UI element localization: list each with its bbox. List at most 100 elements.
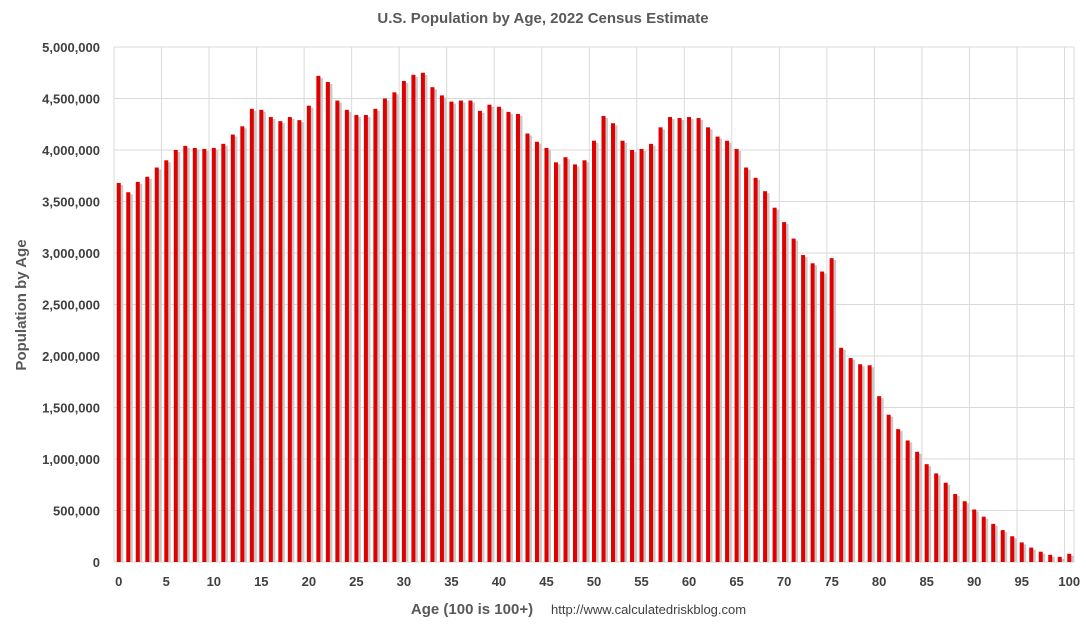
bar-shadow — [128, 194, 133, 563]
bar-age-92 — [991, 523, 996, 562]
bar-shadow — [252, 110, 257, 563]
bar-shadow — [737, 150, 742, 562]
bar-shadow — [499, 108, 504, 563]
bar-age-70 — [782, 222, 787, 562]
x-tick-label: 70 — [777, 574, 791, 589]
x-tick-label: 90 — [967, 574, 981, 589]
y-tick-label: 4,000,000 — [42, 143, 100, 158]
bar-age-51 — [601, 116, 606, 562]
bar-shadow — [993, 525, 998, 562]
bar-shadow — [784, 224, 789, 562]
bar-shadow — [1069, 555, 1074, 562]
bar-shadow — [651, 145, 656, 562]
bar-age-37 — [468, 100, 473, 562]
bar-age-44 — [534, 141, 539, 562]
bar-age-52 — [611, 123, 616, 562]
bar-shadow — [879, 398, 884, 562]
bar-shadow — [375, 110, 380, 563]
x-tick-label: 75 — [824, 574, 838, 589]
bar-shadow — [185, 147, 190, 562]
y-axis-title: Population by Age — [13, 239, 30, 370]
bar-shadow — [689, 119, 694, 562]
bar-shadow — [889, 416, 894, 562]
bar-age-8 — [192, 147, 197, 562]
bar-age-40 — [496, 106, 501, 563]
x-axis-ticks: 0 5 10 15 20 25 30 35 40 45 50 55 60 65 70 75 80 85 90 95 10… — [115, 574, 1080, 589]
bar-age-18 — [287, 117, 292, 562]
bar-shadow — [337, 102, 342, 562]
bar-shadow — [727, 142, 732, 563]
x-tick-label: 35 — [444, 574, 458, 589]
bar-age-9 — [202, 148, 207, 562]
y-tick-label: 3,500,000 — [42, 195, 100, 210]
x-tick-label: 20 — [302, 574, 316, 589]
bar-shadow — [195, 149, 200, 562]
bar-age-94 — [1010, 536, 1015, 562]
bar-age-56 — [649, 143, 654, 562]
bar-shadow — [404, 82, 409, 563]
bar-shadow — [756, 179, 761, 562]
x-tick-label: 5 — [163, 574, 170, 589]
y-axis-ticks: 0 500,000 1,000,000 1,500,000 2,000,000 2,500… — [42, 40, 100, 570]
bar-age-95 — [1019, 542, 1024, 562]
bar-age-27 — [373, 108, 378, 563]
bar-age-15 — [259, 109, 264, 562]
bar-age-58 — [668, 117, 673, 562]
bar-shadow — [565, 159, 570, 562]
bar-shadow — [347, 111, 352, 562]
bar-age-84 — [915, 451, 920, 562]
bar-shadow — [1012, 538, 1017, 562]
bar-shadow — [898, 431, 903, 562]
bar-age-26 — [363, 114, 368, 562]
bar-shadow — [584, 162, 589, 563]
bar-age-61 — [696, 118, 701, 562]
x-tick-label: 50 — [587, 574, 601, 589]
bar-age-64 — [725, 140, 730, 563]
bar-shadow — [309, 107, 314, 563]
bar-age-12 — [230, 134, 235, 563]
bar-shadow — [176, 152, 181, 562]
bar-age-99 — [1057, 556, 1062, 562]
bar-shadow — [451, 103, 456, 562]
x-tick-label: 30 — [397, 574, 411, 589]
x-tick-label: 65 — [729, 574, 743, 589]
bar-shadow — [432, 89, 437, 563]
bar-age-49 — [582, 160, 587, 563]
bar-shadow — [1031, 549, 1036, 562]
bar-shadow — [556, 164, 561, 563]
bar-shadow — [290, 119, 295, 562]
bar-age-79 — [867, 365, 872, 562]
bar-shadow — [870, 367, 875, 562]
x-tick-label: 55 — [634, 574, 648, 589]
bar-shadow — [442, 97, 447, 562]
bar-age-33 — [430, 87, 435, 563]
x-tick-label: 100 — [1058, 574, 1080, 589]
bar-age-6 — [173, 150, 178, 562]
bar-shadow — [461, 102, 466, 562]
bar-shadow — [632, 152, 637, 562]
bar-age-35 — [449, 101, 454, 562]
bar-shadow — [204, 150, 209, 562]
x-tick-label: 15 — [254, 574, 268, 589]
bar-age-89 — [962, 501, 967, 562]
bar-age-22 — [325, 82, 330, 563]
x-tick-label: 0 — [115, 574, 122, 589]
x-tick-label: 85 — [919, 574, 933, 589]
bar-shadow — [623, 142, 628, 563]
bar-age-93 — [1000, 530, 1005, 562]
bar-shadow — [356, 116, 361, 562]
bar-shadow — [775, 209, 780, 562]
bar-shadow — [147, 178, 152, 562]
bar-age-42 — [515, 113, 520, 562]
x-tick-label: 60 — [682, 574, 696, 589]
bar-age-90 — [972, 509, 977, 562]
bar-age-74 — [820, 271, 825, 562]
bar-shadow — [642, 150, 647, 562]
bar-age-23 — [335, 100, 340, 562]
bar-age-91 — [981, 516, 986, 562]
bar-shadow — [680, 120, 685, 562]
x-tick-label: 80 — [872, 574, 886, 589]
bar-age-82 — [896, 429, 901, 562]
bar-shadow — [1003, 532, 1008, 562]
bar-age-1 — [126, 192, 131, 563]
